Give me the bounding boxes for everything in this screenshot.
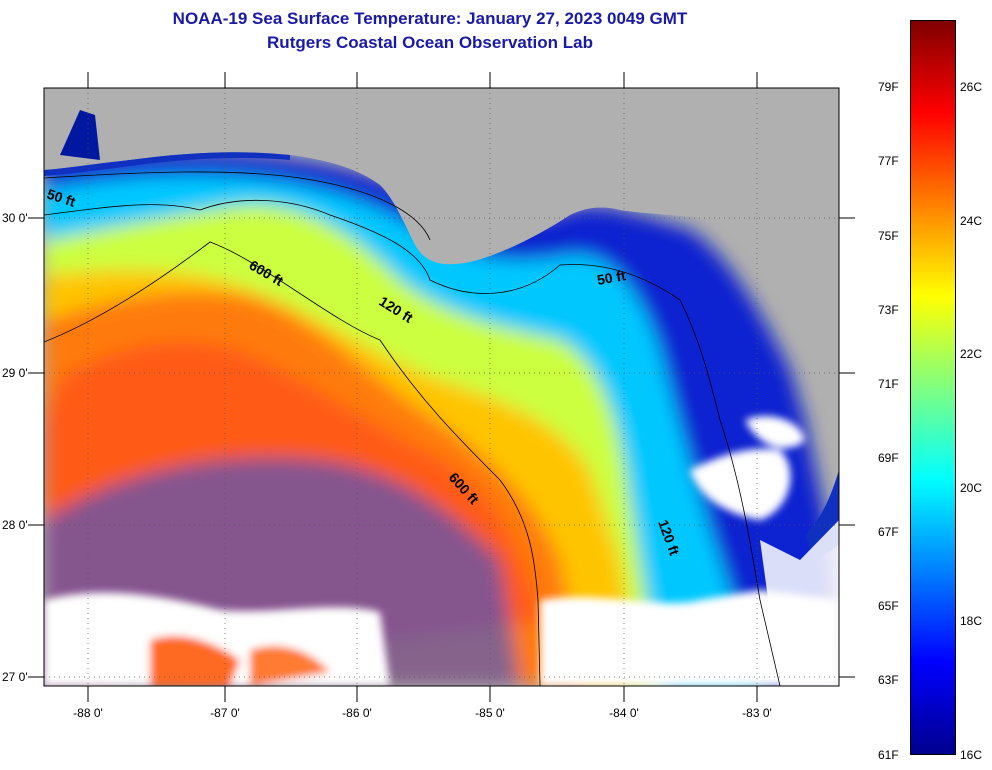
colorbar-c-18: 18C <box>960 614 983 628</box>
depth-contours <box>44 171 781 686</box>
cloud-cover <box>44 416 839 686</box>
lat-label-28: 28 0' <box>2 518 28 532</box>
colorbar-c-26: 26C <box>960 80 983 94</box>
sst-field <box>44 152 839 686</box>
coastline-land <box>44 88 839 290</box>
colorbar-f-77: 77F <box>878 154 899 168</box>
colorbar-f-73: 73F <box>878 303 899 317</box>
lon-label-85: -85 0' <box>475 706 505 720</box>
colorbar-f-63: 63F <box>878 673 899 687</box>
lon-label-84: -84 0' <box>609 706 639 720</box>
colorbar-f-61: 61F <box>878 748 899 762</box>
lat-label-29: 29 0' <box>2 366 28 380</box>
colorbar-c-22: 22C <box>960 347 983 361</box>
colorbar-f-71: 71F <box>878 377 899 391</box>
colorbar-f-65: 65F <box>878 599 899 613</box>
map-frame <box>43 87 840 687</box>
map-title: NOAA-19 Sea Surface Temperature: January… <box>172 9 688 28</box>
map-subtitle: Rutgers Coastal Ocean Observation Lab <box>267 33 593 52</box>
colorbar-f-69: 69F <box>878 451 899 465</box>
contour-label-50ft-east: 50 ft <box>596 267 627 288</box>
temperature-colorbar <box>910 20 956 755</box>
map-ticks <box>28 72 855 702</box>
lon-label-87: -87 0' <box>210 706 240 720</box>
colorbar-c-16: 16C <box>960 748 983 762</box>
colorbar-f-75: 75F <box>878 229 899 243</box>
colorbar-c-24: 24C <box>960 214 983 228</box>
lon-label-88: -88 0' <box>73 706 103 720</box>
colorbar-f-67: 67F <box>878 525 899 539</box>
lon-label-83: -83 0' <box>742 706 772 720</box>
lat-label-27: 27 0' <box>2 670 28 684</box>
colorbar-c-20: 20C <box>960 481 983 495</box>
colorbar-f-79: 79F <box>878 80 899 94</box>
lon-label-86: -86 0' <box>342 706 372 720</box>
lat-label-30: 30 0' <box>2 211 28 225</box>
